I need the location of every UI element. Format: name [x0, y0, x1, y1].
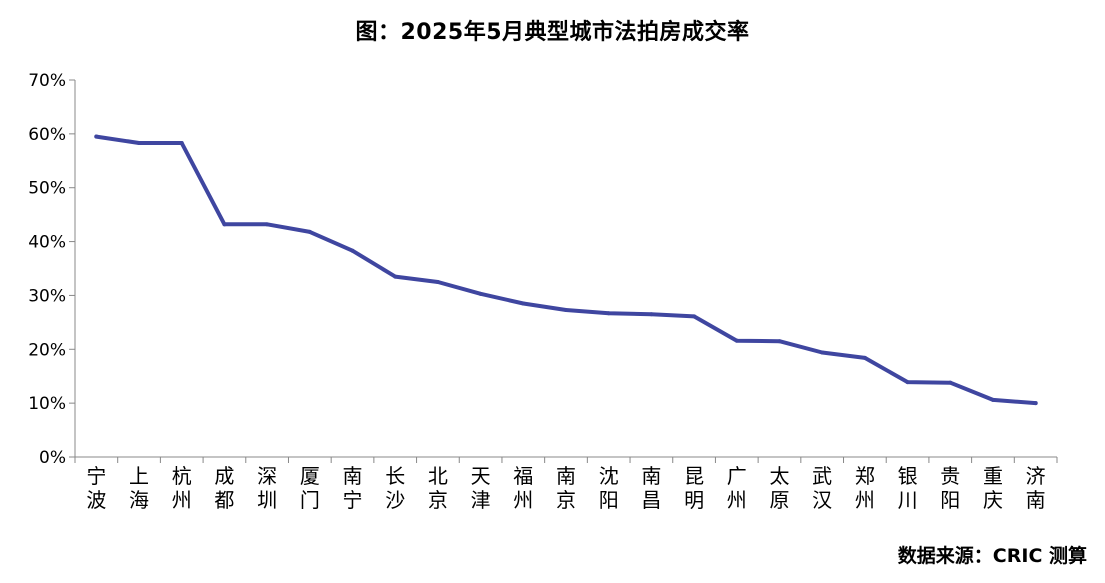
- data-point: [905, 380, 910, 385]
- data-point: [777, 339, 782, 344]
- data-point: [137, 141, 142, 146]
- y-tick-label: 20%: [28, 340, 66, 360]
- axes: [69, 79, 1058, 463]
- x-tick-label: 武汉: [812, 464, 832, 512]
- chart-title: 图：2025年5月典型城市法拍房成交率: [355, 20, 750, 45]
- data-point: [435, 279, 440, 284]
- x-tick-label: 厦门: [300, 464, 320, 512]
- data-point: [692, 314, 697, 319]
- x-tick-label: 上海: [129, 464, 149, 512]
- x-tick-label: 北京: [428, 464, 448, 512]
- data-point: [393, 274, 398, 279]
- data-point: [265, 222, 270, 227]
- x-tick-labels: 宁波上海杭州成都深圳厦门南宁长沙北京天津福州南京沈阳南昌昆明广州太原武汉郑州银川…: [86, 464, 1045, 512]
- x-tick-label: 南昌: [641, 464, 661, 512]
- x-tick-label: 重庆: [983, 464, 1003, 512]
- x-tick-label: 南宁: [343, 464, 363, 512]
- x-tick-label: 深圳: [257, 464, 277, 512]
- y-tick-label: 0%: [39, 448, 66, 468]
- data-point: [307, 229, 312, 234]
- y-tick-label: 40%: [28, 233, 66, 253]
- x-tick-label: 昆明: [684, 464, 704, 512]
- x-tick-label: 南京: [556, 464, 576, 512]
- data-point: [564, 307, 568, 312]
- x-tick-label: 银川: [898, 464, 918, 512]
- x-tick-label: 沈阳: [599, 464, 619, 512]
- x-tick-label: 贵阳: [940, 464, 960, 512]
- y-tick-label: 50%: [28, 179, 66, 199]
- x-tick-label: 长沙: [385, 464, 405, 512]
- data-point: [478, 291, 483, 296]
- series-line: [94, 134, 1038, 406]
- series-group: [94, 134, 1038, 406]
- data-point: [990, 397, 995, 402]
- y-tick-label: 30%: [28, 286, 66, 306]
- data-point: [521, 301, 526, 306]
- x-tick-label: 宁波: [86, 464, 106, 512]
- data-point: [350, 248, 355, 253]
- x-tick-label: 济南: [1026, 464, 1046, 512]
- source-note: 数据来源：CRIC 测算: [897, 545, 1087, 567]
- data-point: [734, 338, 739, 343]
- x-tick-label: 杭州: [172, 464, 192, 512]
- x-tick-label: 广州: [727, 464, 747, 512]
- data-point: [649, 312, 654, 317]
- x-tick-label: 成都: [214, 464, 234, 512]
- x-tick-label: 天津: [471, 464, 491, 512]
- data-point: [222, 222, 227, 227]
- data-point: [1033, 401, 1038, 406]
- data-point: [94, 134, 99, 139]
- data-point: [179, 141, 184, 146]
- data-point: [948, 380, 953, 385]
- data-point: [862, 355, 867, 360]
- x-tick-label: 福州: [513, 464, 533, 512]
- x-tick-label: 郑州: [855, 464, 875, 512]
- x-tick-label: 太原: [769, 464, 789, 512]
- y-tick-label: 60%: [28, 125, 66, 145]
- data-point: [820, 350, 825, 355]
- y-tick-label: 70%: [28, 71, 66, 91]
- data-point: [606, 311, 611, 316]
- y-tick-labels: 0% 10% 20% 30% 40% 50% 60% 70%: [28, 71, 66, 468]
- y-tick-label: 10%: [28, 394, 66, 414]
